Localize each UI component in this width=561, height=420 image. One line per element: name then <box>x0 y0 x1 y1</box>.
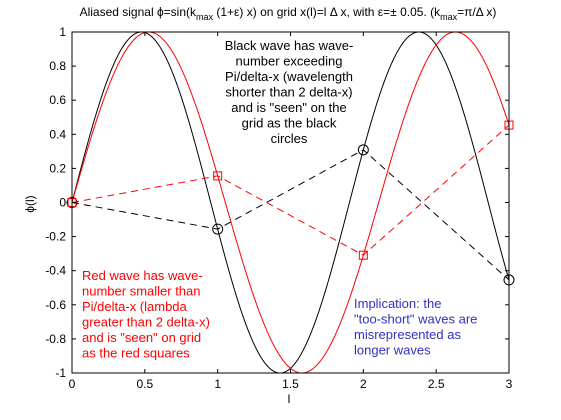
y-tick-label: 0 <box>59 196 66 210</box>
y-tick-label: 0.2 <box>49 161 66 175</box>
annotation-line: as the red squares <box>82 346 190 361</box>
annotation-red-wave: Red wave has wave-number smaller than Pi/… <box>82 268 210 361</box>
y-axis-label: ϕ(l) <box>23 195 37 212</box>
x-tick-label: 0 <box>69 377 76 391</box>
red-square-marker <box>358 250 368 260</box>
annotation-line: Pi/delta-x (wavelength <box>225 69 353 84</box>
annotation-line: Black wave has wave- <box>225 38 354 53</box>
y-tick-label: -0.2 <box>45 230 66 244</box>
annotation-line: Implication: the <box>354 296 441 311</box>
x-tick-label: 3 <box>506 377 513 391</box>
annotation-line: and is "seen" on the <box>231 100 346 115</box>
annotation-line: longer waves <box>354 343 431 358</box>
y-tick-label: -1 <box>55 366 66 380</box>
red-samples-line <box>71 124 510 256</box>
x-tick-label: 1.5 <box>282 377 299 391</box>
annotation-line: greater than 2 delta-x) <box>82 315 210 330</box>
annotation-line: number smaller than <box>82 284 201 299</box>
red-square-marker <box>213 171 223 181</box>
x-tick-label: 1 <box>214 377 221 391</box>
annotation-line: Pi/delta-x (lambda <box>82 299 188 314</box>
title-part-a: Aliased signal ϕ=sin(k <box>80 5 197 19</box>
y-tick-label: 1 <box>59 25 66 39</box>
y-tick-label: 0.4 <box>49 127 66 141</box>
black-circle-marker <box>212 223 224 235</box>
y-tick-label: 0.8 <box>49 59 66 73</box>
title-sub-2: max <box>440 12 458 22</box>
y-tick-label: -0.8 <box>45 332 66 346</box>
plot-samples <box>66 120 515 286</box>
black-samples-line <box>71 149 510 281</box>
annotation-black-wave: Black wave has wave-number exceeding Pi/d… <box>225 38 354 146</box>
y-tick-label: -0.6 <box>45 298 66 312</box>
annotation-line: number exceeding <box>236 54 343 69</box>
annotation-implication: Implication: the "too-short" waves are mis… <box>354 296 477 358</box>
y-axis-ticks: 1 0.8 0.6 0.4 0.2 0 -0.2 -0.4 -0.6 -0.8 -1 <box>45 25 509 380</box>
annotation-line: grid as the black <box>242 116 337 131</box>
annotation-line: Red wave has wave- <box>82 268 203 283</box>
black-circle-marker <box>357 144 369 156</box>
x-tick-label: 2 <box>360 377 367 391</box>
y-tick-label: 0.6 <box>49 93 66 107</box>
annotation-line: circles <box>271 131 308 146</box>
x-axis-ticks: 0 0.5 1 1.5 2 2.5 3 <box>69 32 513 391</box>
x-tick-label: 2.5 <box>428 377 445 391</box>
title-part-c: =π/Δ x) <box>457 5 496 19</box>
annotation-line: shorter than 2 delta-x) <box>225 85 352 100</box>
annotation-line: misrepresented as <box>354 327 461 342</box>
title-sub-1: max <box>196 12 214 22</box>
annotation-line: and is "seen" on grid <box>82 330 201 345</box>
y-tick-label: -0.4 <box>45 264 66 278</box>
x-axis-label: l <box>288 392 291 406</box>
chart-title: Aliased signal ϕ=sin(kmax (1+ε) x) on gr… <box>80 5 497 22</box>
x-tick-label: 0.5 <box>136 377 153 391</box>
annotation-line: "too-short" waves are <box>354 312 477 327</box>
title-part-b: (1+ε) x) on grid x(l)=l Δ x, with ε=± 0.… <box>213 5 441 19</box>
